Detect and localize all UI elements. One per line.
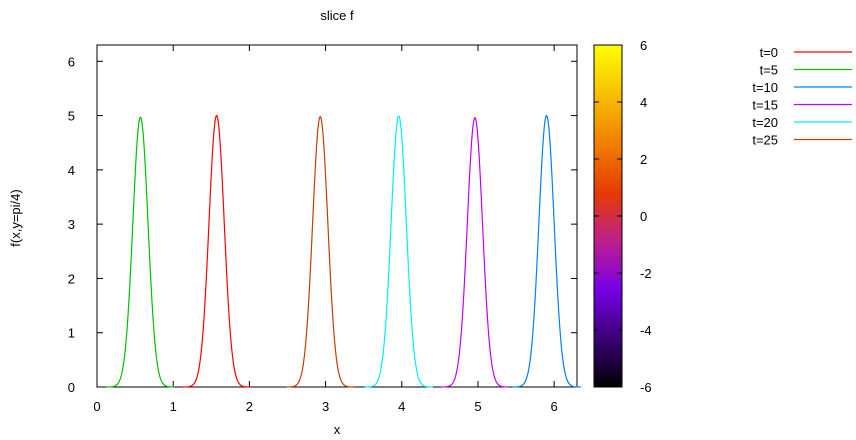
legend-label: t=25 <box>752 133 778 148</box>
x-tick-label: 0 <box>93 399 100 414</box>
legend-label: t=0 <box>760 45 778 60</box>
x-tick-label: 2 <box>246 399 253 414</box>
y-tick-label: 5 <box>68 109 75 124</box>
series-line-t-25 <box>285 115 355 388</box>
legend-label: t=10 <box>752 80 778 95</box>
x-tick-label: 4 <box>398 399 405 414</box>
series-layer <box>106 114 581 388</box>
plot-axes: 0 1 2 3 4 5 6 0 1 2 3 4 5 6 <box>68 44 578 414</box>
colorbar-tick-label: -2 <box>640 266 652 281</box>
colorbar-tick-label: -6 <box>640 380 652 395</box>
colorbar: 6 4 2 0 -2 -4 -6 <box>593 38 652 395</box>
colorbar-tick-label: 4 <box>640 95 647 110</box>
legend-label: t=20 <box>752 115 778 130</box>
series-line-t-20 <box>364 115 433 388</box>
y-tick-label: 4 <box>68 163 75 178</box>
colorbar-tick-label: 2 <box>640 152 647 167</box>
y-tick-label: 6 <box>68 54 75 69</box>
y-tick-label: 2 <box>68 271 75 286</box>
y-axis-label: f(x,y=pi/4) <box>8 189 23 246</box>
y-tick-label: 3 <box>68 217 75 232</box>
y-tick-label: 1 <box>68 326 75 341</box>
legend: t=0 t=5 t=10 t=15 t=20 t=25 <box>752 45 852 148</box>
colorbar-tick-label: -4 <box>640 323 652 338</box>
x-axis-label: x <box>334 422 341 437</box>
series-line-t-15 <box>440 116 510 388</box>
colorbar-tick-label: 0 <box>640 209 647 224</box>
series-line-t-5 <box>106 116 175 388</box>
y-tick-label: 0 <box>68 380 75 395</box>
chart-title: slice f <box>320 8 354 23</box>
legend-label: t=15 <box>752 98 778 113</box>
series-line-t-0 <box>182 114 251 388</box>
colorbar-tick-label: 6 <box>640 38 647 53</box>
legend-label: t=5 <box>760 63 778 78</box>
plot-frame <box>96 44 578 388</box>
x-tick-label: 1 <box>170 399 177 414</box>
series-line-t-10 <box>512 114 581 388</box>
x-tick-label: 3 <box>322 399 329 414</box>
x-tick-label: 5 <box>474 399 481 414</box>
x-tick-label: 6 <box>551 399 558 414</box>
